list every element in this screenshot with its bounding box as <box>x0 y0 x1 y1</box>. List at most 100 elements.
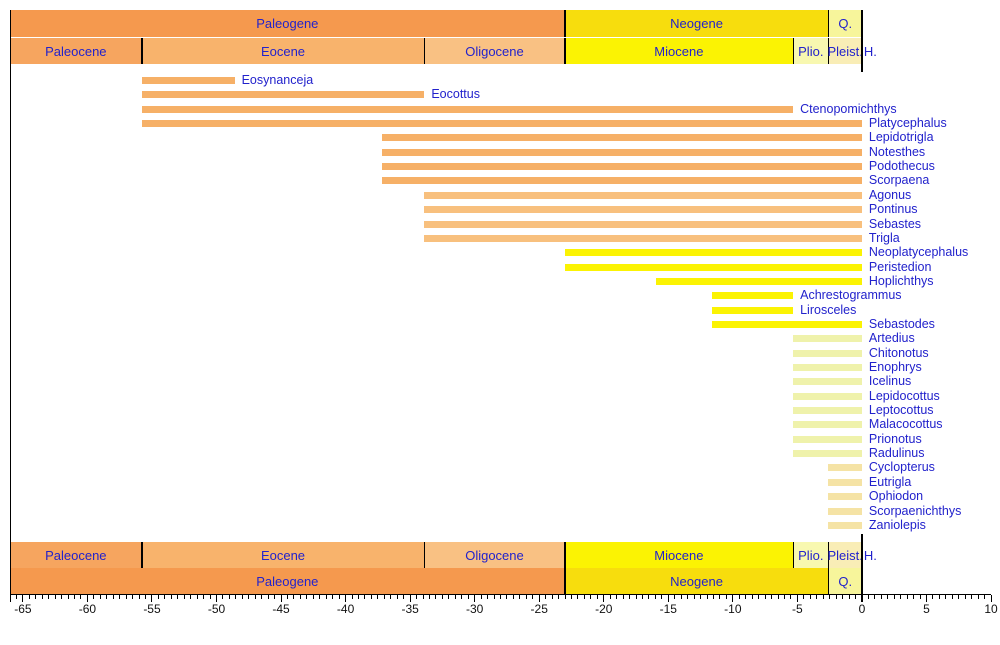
x-axis-minor-tick <box>629 595 631 599</box>
x-axis-minor-tick <box>848 595 850 599</box>
x-axis-major-tick <box>151 595 153 602</box>
epoch-boundary-line <box>141 38 143 64</box>
taxon-label[interactable]: Lepidotrigla <box>868 130 934 145</box>
taxon-range-bar <box>141 91 425 99</box>
taxon-range-bar <box>424 234 862 242</box>
epoch-boundary-line <box>141 542 143 568</box>
taxon-label[interactable]: Leptocottus <box>868 403 934 418</box>
x-axis-minor-tick <box>558 595 560 599</box>
x-axis-minor-tick <box>687 595 689 599</box>
x-axis-minor-tick <box>164 595 166 599</box>
x-axis-minor-tick <box>758 595 760 599</box>
era-cell <box>828 568 862 594</box>
taxon-label[interactable]: Lirosceles <box>800 302 857 317</box>
taxon-range-bar <box>564 249 862 257</box>
taxon-label[interactable]: Trigla <box>868 230 900 245</box>
taxon-range-bar <box>793 378 862 386</box>
era-cell <box>10 568 565 594</box>
taxon-label[interactable]: Ctenopomichthys <box>800 101 897 116</box>
x-axis-major-tick <box>474 595 476 602</box>
epoch-cell <box>564 38 794 64</box>
x-axis-minor-tick <box>209 595 211 599</box>
x-axis-minor-tick <box>900 595 902 599</box>
taxon-label[interactable]: Eocottus <box>431 87 480 102</box>
taxon-label[interactable]: Cyclopterus <box>868 460 935 475</box>
x-axis-minor-tick <box>964 595 966 599</box>
taxon-label[interactable]: Enophrys <box>868 360 922 374</box>
x-axis-minor-tick <box>725 595 727 599</box>
taxon-range-bar <box>381 148 862 156</box>
x-axis-minor-tick <box>461 595 463 599</box>
x-axis-minor-tick <box>887 595 889 599</box>
x-axis-minor-tick <box>183 595 185 599</box>
taxon-label[interactable]: Agonus <box>868 187 912 202</box>
epoch-label: Oligocene <box>465 547 524 563</box>
taxon-label[interactable]: Eosynanceja <box>241 73 314 87</box>
x-axis-minor-tick <box>622 595 624 599</box>
taxon-range-bar <box>828 507 862 515</box>
x-axis-minor-tick <box>190 595 192 599</box>
x-axis-major-tick <box>667 595 669 602</box>
x-axis-major-tick <box>280 595 282 602</box>
present-day-line-bottom <box>860 534 863 602</box>
x-axis-tick-label: -35 <box>401 602 419 616</box>
taxon-label[interactable]: Ophiodon <box>868 489 924 504</box>
x-axis-minor-tick <box>874 595 876 599</box>
x-axis-minor-tick <box>319 595 321 599</box>
taxon-label[interactable]: Peristedion <box>868 259 932 274</box>
x-axis-minor-tick <box>880 595 882 599</box>
x-axis-minor-tick <box>119 595 121 599</box>
taxon-range-bar <box>828 493 862 501</box>
taxon-label[interactable]: Icelinus <box>868 374 912 389</box>
x-axis-minor-tick <box>306 595 308 599</box>
x-axis-minor-tick <box>783 595 785 599</box>
taxon-label[interactable]: Eutrigla <box>868 474 912 489</box>
x-axis-minor-tick <box>254 595 256 599</box>
x-axis-minor-tick <box>506 595 508 599</box>
taxon-label[interactable]: Podothecus <box>868 159 935 174</box>
taxon-label[interactable]: Notesthes <box>868 144 926 159</box>
taxon-range-bar <box>712 320 862 328</box>
x-axis-minor-tick <box>325 595 327 599</box>
x-axis-minor-tick <box>532 595 534 599</box>
taxon-label[interactable]: Scorpaena <box>868 173 930 188</box>
x-axis-minor-tick <box>777 595 779 599</box>
taxon-range-bar <box>141 105 794 113</box>
taxon-label[interactable]: Malacocottus <box>868 417 943 432</box>
x-axis-minor-tick <box>583 595 585 599</box>
taxon-label[interactable]: Chitonotus <box>868 345 929 360</box>
taxon-label[interactable]: Achrestogrammus <box>800 288 902 303</box>
x-axis-minor-tick <box>551 595 553 599</box>
taxon-label[interactable]: Radulinus <box>868 446 925 461</box>
epoch-boundary-line <box>564 38 566 64</box>
taxon-label[interactable]: Hoplichthys <box>868 273 934 288</box>
x-axis-minor-tick <box>977 595 979 599</box>
taxon-range-bar <box>828 521 862 529</box>
taxon-range-bar <box>793 450 862 458</box>
x-axis-minor-tick <box>822 595 824 599</box>
taxon-label[interactable]: Prionotus <box>868 431 922 446</box>
epoch-label: Plio. <box>798 547 824 563</box>
x-axis-minor-tick <box>74 595 76 599</box>
taxon-label[interactable]: Scorpaenichthys <box>868 503 962 518</box>
taxon-label[interactable]: Zaniolepis <box>868 517 926 532</box>
x-axis-minor-tick <box>416 595 418 599</box>
taxon-label[interactable]: Sebastes <box>868 216 922 231</box>
taxon-range-bar <box>793 349 862 357</box>
x-axis-minor-tick <box>596 595 598 599</box>
era-boundary-line <box>564 10 566 37</box>
x-axis-minor-tick <box>54 595 56 599</box>
x-axis-minor-tick <box>170 595 172 599</box>
taxon-range-bar <box>424 206 862 214</box>
x-axis-minor-tick <box>429 595 430 599</box>
taxon-label[interactable]: Sebastodes <box>868 316 935 331</box>
x-axis-major-tick <box>345 595 347 602</box>
x-axis-minor-tick <box>364 595 366 599</box>
x-axis-minor-tick <box>493 595 495 599</box>
taxon-label[interactable]: Neoplatycephalus <box>868 245 969 260</box>
taxon-label[interactable]: Lepidocottus <box>868 388 940 403</box>
taxon-label[interactable]: Pontinus <box>868 202 918 217</box>
x-axis-minor-tick <box>719 595 721 599</box>
taxon-label[interactable]: Platycephalus <box>868 116 947 131</box>
taxon-label[interactable]: Artedius <box>868 331 915 346</box>
